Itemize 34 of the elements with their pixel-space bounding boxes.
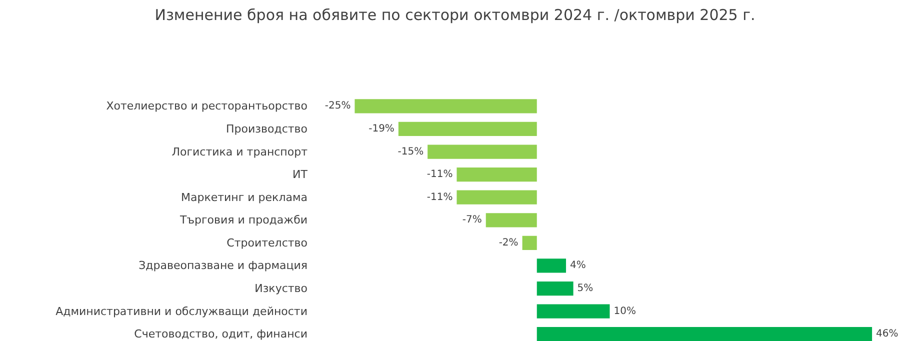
bar: [354, 99, 537, 114]
data-label: 4%: [570, 260, 586, 272]
bar: [536, 304, 610, 318]
y-tick-label: Изкуство: [254, 282, 308, 296]
data-label: -11%: [426, 169, 453, 180]
y-tick-label: ИТ: [292, 168, 308, 182]
bar: [522, 236, 537, 250]
y-tick-label: Търговия и продажби: [179, 214, 308, 227]
data-label: -19%: [368, 123, 394, 134]
y-tick-label: Производство: [226, 122, 308, 136]
bar: [428, 144, 537, 159]
data-label: -15%: [398, 146, 424, 158]
y-tick-label: Логистика и транспорт: [172, 145, 308, 158]
bar: [486, 213, 537, 228]
data-label: -11%: [426, 192, 453, 203]
data-label: -2%: [498, 237, 518, 248]
y-tick-label: Здравеопазване и фармация: [138, 259, 308, 272]
y-tick-label: Счетоводство, одит, финанси: [134, 328, 308, 341]
y-tick-label: Маркетинг и реклама: [181, 190, 308, 204]
y-tick-label: Строителство: [226, 236, 308, 250]
bar: [536, 327, 872, 341]
bar: [536, 281, 574, 296]
data-label: 10%: [614, 306, 636, 317]
bar: [456, 167, 537, 182]
data-label: -7%: [462, 214, 482, 226]
data-label: 5%: [577, 283, 594, 294]
bar: [536, 258, 566, 273]
y-tick-label: Хотелиерство и ресторантьорство: [106, 100, 308, 113]
bar: [456, 190, 537, 204]
bar: [398, 122, 537, 136]
y-tick-label: Административни и обслужващи дейности: [56, 304, 308, 318]
chart-title: Изменение броя на обявите по сектори октомври 2024 г. /октомври 2025 г.: [154, 5, 756, 26]
data-label: 46%: [876, 328, 898, 340]
data-label: -25%: [324, 100, 351, 112]
